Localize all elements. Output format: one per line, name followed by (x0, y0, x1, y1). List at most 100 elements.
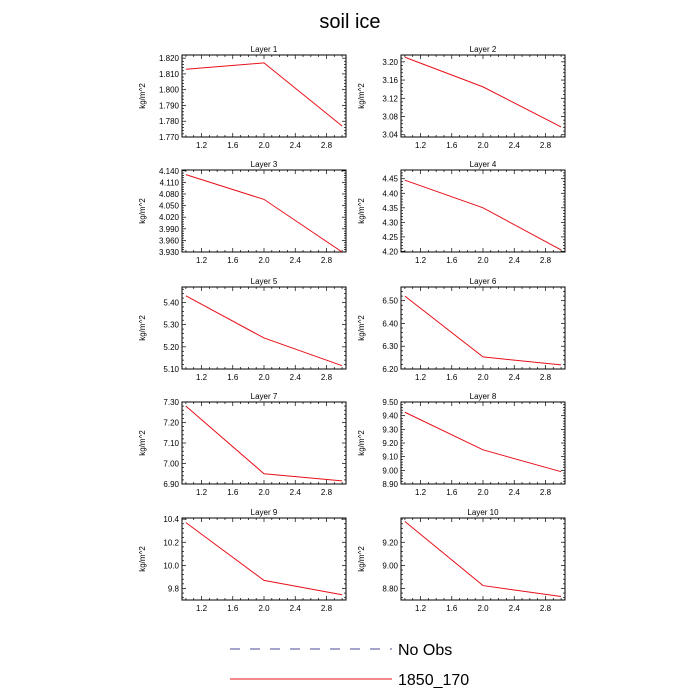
panel-title: Layer 3 (251, 160, 278, 169)
legend-label: No Obs (398, 642, 452, 659)
y-tick-label: 9.30 (382, 425, 398, 434)
series-line-1850-170 (185, 522, 343, 596)
y-axis-label: kg/m^2 (138, 315, 147, 341)
y-tick-label: 10.0 (163, 561, 179, 570)
x-tick-label: 1.6 (446, 488, 458, 497)
x-tick-label: 2.0 (477, 256, 489, 265)
plot-frame (181, 517, 347, 601)
series-line-1850-170 (404, 411, 562, 473)
x-tick-label: 2.0 (258, 604, 270, 613)
panel-title: Layer 7 (251, 392, 278, 401)
y-tick-label: 7.10 (163, 439, 179, 448)
x-tick-label: 2.4 (509, 604, 521, 613)
y-tick-label: 9.00 (382, 561, 398, 570)
y-tick-label: 9.00 (382, 466, 398, 475)
y-tick-label: 4.020 (159, 213, 180, 222)
x-tick-label: 2.4 (509, 373, 521, 382)
legend: No Obs 1850_170 (230, 642, 469, 689)
y-tick-label: 9.40 (382, 412, 398, 421)
y-tick-label: 3.08 (382, 113, 398, 122)
figure-title: soil ice (319, 11, 380, 33)
y-axis-label: kg/m^2 (138, 430, 147, 456)
x-tick-label: 1.2 (415, 141, 427, 150)
plot-frame (181, 169, 347, 253)
x-tick-label: 2.8 (540, 604, 552, 613)
y-axis-label: kg/m^2 (357, 198, 366, 224)
x-tick-label: 2.0 (258, 488, 270, 497)
x-tick-label: 2.4 (290, 604, 302, 613)
x-tick-label: 1.2 (196, 604, 208, 613)
y-axis-label: kg/m^2 (357, 430, 366, 456)
x-tick-label: 1.2 (196, 141, 208, 150)
y-tick-label: 4.080 (159, 190, 180, 199)
x-tick-label: 2.4 (290, 141, 302, 150)
x-tick-label: 1.2 (415, 604, 427, 613)
y-tick-label: 4.35 (382, 204, 398, 213)
panel-title: Layer 10 (467, 508, 499, 517)
y-tick-label: 4.140 (159, 167, 180, 176)
legend-item-1: No Obs (230, 642, 452, 659)
y-tick-label: 3.04 (382, 131, 398, 140)
y-tick-label: 3.20 (382, 58, 398, 67)
y-tick-label: 4.050 (159, 202, 180, 211)
legend-label: 1850_170 (398, 672, 469, 689)
panel-layer-6: Layer 6 kg/m^2 1.2 1.6 2.0 2.4 2.8 6.20 6.30 6.40… (357, 277, 566, 382)
y-tick-label: 3.960 (159, 236, 180, 245)
y-tick-label: 6.90 (163, 480, 179, 489)
y-tick-label: 10.4 (163, 515, 179, 524)
y-tick-label: 8.80 (382, 584, 398, 593)
panel-layer-5: Layer 5 kg/m^2 1.2 1.6 2.0 2.4 2.8 5.10 5.20 5.30… (138, 277, 347, 382)
y-tick-label: 1.820 (159, 54, 180, 63)
plot-frame (400, 54, 566, 138)
plot-frame (181, 286, 347, 370)
y-axis-label: kg/m^2 (138, 83, 147, 109)
y-tick-label: 9.50 (382, 398, 398, 407)
y-axis-label: kg/m^2 (357, 315, 366, 341)
panel-layer-4: Layer 4 kg/m^2 1.2 1.6 2.0 2.4 2.8 4.20 4.25 4.30… (357, 160, 566, 265)
y-tick-label: 4.30 (382, 218, 398, 227)
panel-layer-3: Layer 3 kg/m^2 1.2 1.6 2.0 2.4 2.8 3.930 3.960 3.… (138, 160, 347, 265)
y-tick-label: 7.30 (163, 398, 179, 407)
y-axis-label: kg/m^2 (357, 83, 366, 109)
y-tick-label: 1.780 (159, 117, 180, 126)
x-tick-label: 2.8 (540, 256, 552, 265)
x-tick-label: 2.8 (321, 488, 333, 497)
y-tick-label: 3.930 (159, 248, 180, 257)
x-tick-label: 2.0 (477, 141, 489, 150)
y-tick-label: 4.110 (160, 178, 180, 187)
x-tick-label: 1.6 (227, 256, 239, 265)
plot-frame (181, 401, 347, 485)
x-tick-label: 1.2 (415, 373, 427, 382)
panel-title: Layer 8 (470, 392, 497, 401)
series-line-1850-170 (404, 521, 562, 598)
panel-layer-1: Layer 1 kg/m^2 1.2 1.6 2.0 2.4 2.8 1.770 1.780 1.… (138, 45, 347, 150)
y-tick-label: 8.90 (382, 480, 398, 489)
y-tick-label: 6.40 (382, 319, 398, 328)
x-tick-label: 1.2 (196, 373, 208, 382)
x-tick-label: 2.0 (258, 141, 270, 150)
x-tick-label: 1.6 (227, 141, 239, 150)
x-tick-label: 1.2 (196, 488, 208, 497)
y-tick-label: 9.20 (382, 538, 398, 547)
y-tick-label: 10.2 (163, 538, 179, 547)
y-tick-label: 5.40 (163, 299, 179, 308)
x-tick-label: 1.2 (415, 256, 427, 265)
series-line-1850-170 (185, 174, 343, 252)
y-tick-label: 1.810 (159, 70, 180, 79)
y-tick-label: 1.800 (159, 86, 180, 95)
plot-frame (400, 401, 566, 485)
x-tick-label: 2.8 (321, 141, 333, 150)
legend-item-2: 1850_170 (230, 672, 469, 689)
x-tick-label: 2.8 (321, 604, 333, 613)
x-tick-label: 1.6 (446, 373, 458, 382)
plot-frame (400, 517, 566, 601)
panel-layer-2: Layer 2 kg/m^2 1.2 1.6 2.0 2.4 2.8 3.04 3.08 3.12… (357, 45, 566, 150)
panel-title: Layer 1 (251, 45, 278, 54)
panel-layer-10: Layer 10 kg/m^2 1.2 1.6 2.0 2.4 2.8 8.80 9.00 9.2… (357, 508, 566, 613)
x-tick-label: 2.0 (258, 256, 270, 265)
y-tick-label: 9.20 (382, 439, 398, 448)
y-tick-label: 3.16 (382, 76, 398, 85)
series-line-1850-170 (404, 56, 562, 128)
panel-title: Layer 9 (251, 508, 278, 517)
